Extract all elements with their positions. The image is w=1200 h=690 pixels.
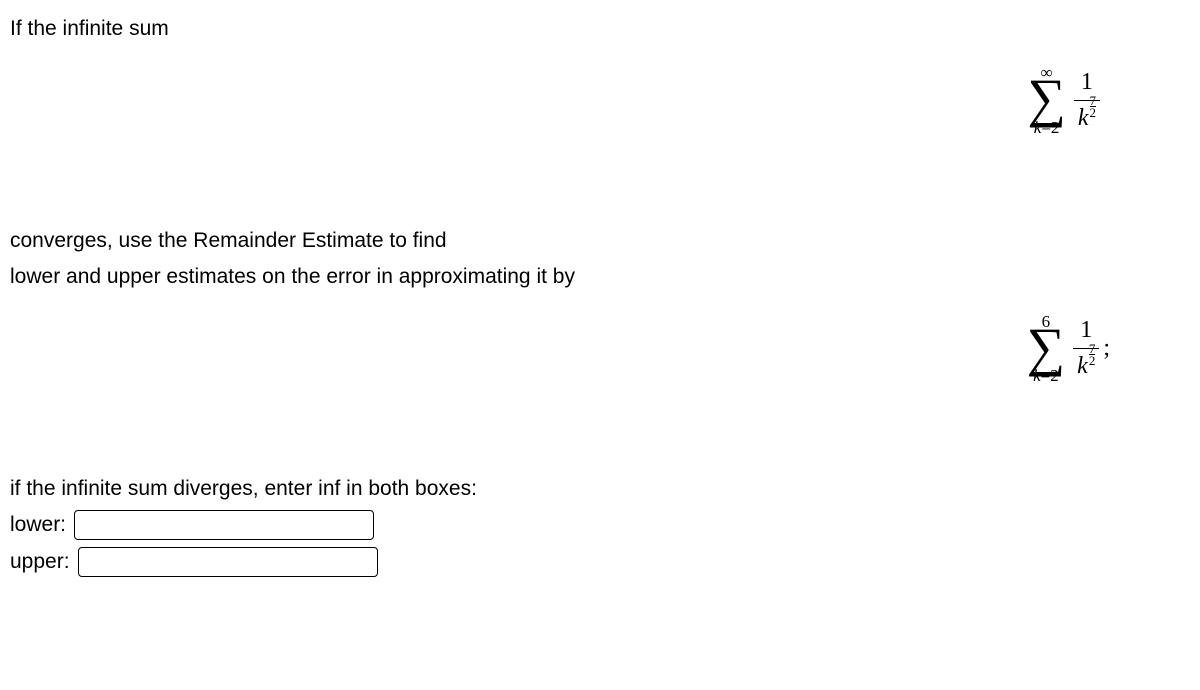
sigma-block: 6 ∑ k=2 [1027, 313, 1066, 384]
upper-input[interactable] [78, 547, 378, 577]
sigma-lower: k=2 [1034, 119, 1060, 136]
formula-infinite-sum: ∞ ∑ k=2 1 k 7 2 [10, 64, 1190, 135]
sigma-icon: ∑ [1027, 77, 1066, 120]
formula-partial-sum: 6 ∑ k=2 1 k 7 2 ; [10, 313, 1190, 384]
fraction: 1 k 7 2 [1074, 65, 1100, 136]
sigma-block: ∞ ∑ k=2 [1027, 64, 1066, 135]
trailing-semicolon: ; [1103, 331, 1110, 366]
sigma-icon: ∑ [1027, 326, 1066, 369]
lower-input[interactable] [74, 510, 374, 540]
prompt-line-2: converges, use the Remainder Estimate to… [10, 226, 1190, 256]
prompt-line-4: if the infinite sum diverges, enter inf … [10, 474, 1190, 504]
fraction-denominator: k 7 2 [1074, 101, 1100, 136]
upper-label: upper: [10, 547, 70, 577]
fraction-denominator: k 7 2 [1073, 349, 1099, 384]
prompt-line-3: lower and upper estimates on the error i… [10, 262, 1190, 292]
lower-label: lower: [10, 510, 66, 540]
fraction: 1 k 7 2 [1073, 313, 1099, 384]
prompt-line-1: If the infinite sum [10, 14, 1190, 44]
sigma-lower: k=2 [1033, 367, 1059, 384]
